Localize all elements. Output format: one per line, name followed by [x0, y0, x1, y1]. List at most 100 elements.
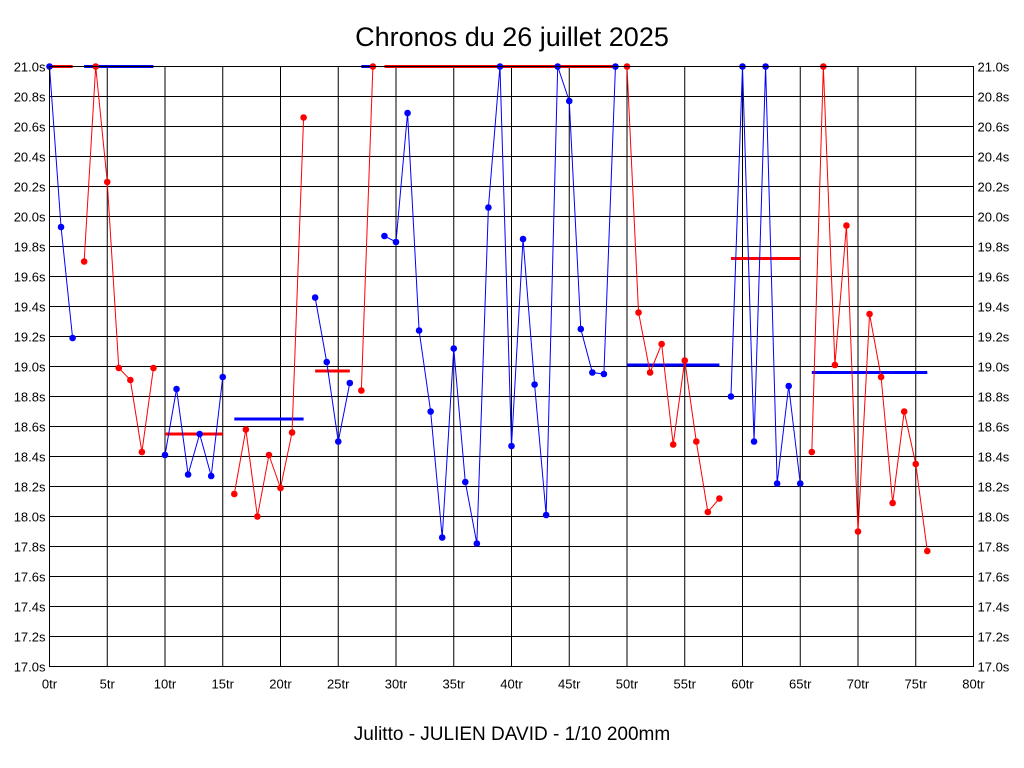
data-point: [438, 534, 446, 541]
data-point: [427, 408, 434, 415]
y-tick-label-right: 17.2s: [978, 630, 1010, 645]
y-tick-label: 17.4s: [14, 600, 46, 615]
y-tick-label-right: 18.6s: [978, 420, 1010, 435]
y-tick-label: 17.6s: [14, 570, 46, 585]
data-point: [103, 178, 111, 186]
data-point: [785, 382, 792, 390]
plot-frame: [49, 66, 974, 667]
data-point: [577, 325, 585, 333]
x-tick-label: 40tr: [500, 677, 523, 692]
data-point: [750, 438, 758, 445]
data-point: [773, 480, 781, 487]
data-point: [531, 381, 538, 388]
y-tick-label-right: 21.0s: [978, 60, 1010, 75]
data-point: [600, 370, 608, 378]
y-tick-label: 18.6s: [14, 420, 46, 435]
data-point: [358, 387, 365, 394]
data-point: [288, 429, 296, 436]
data-point: [565, 97, 573, 105]
y-tick-label-right: 19.6s: [978, 270, 1010, 285]
data-point: [866, 310, 873, 318]
y-tick-label: 17.8s: [14, 540, 46, 555]
x-tick-label: 5tr: [100, 677, 116, 692]
chart-title: Chronos du 26 juillet 2025: [355, 22, 669, 52]
x-tick-label: 80tr: [962, 677, 985, 692]
y-tick-label: 18.8s: [14, 390, 46, 405]
x-tick-label: 65tr: [789, 677, 812, 692]
y-tick-label-right: 17.4s: [978, 600, 1010, 615]
data-points: [46, 63, 931, 555]
data-point: [669, 441, 677, 448]
x-tick-label: 75tr: [905, 677, 928, 692]
data-point: [485, 204, 492, 211]
y-tick-label-right: 18.2s: [978, 480, 1010, 495]
x-axis-labels: 0tr 5tr 10tr 15tr 20tr 25tr 30tr 35tr 40tr 45tr 50…: [42, 677, 985, 692]
data-point: [127, 376, 134, 384]
series-line-seg5: [314, 297, 351, 442]
data-point: [796, 480, 804, 487]
data-point: [392, 238, 400, 246]
y-tick-label-right: 19.2s: [978, 330, 1010, 345]
y-axis-right-labels: 17.0s 17.2s 17.4s 17.6s 17.8s 18.0s 18.2s 18.4s…: [978, 60, 1010, 675]
data-point: [716, 495, 723, 502]
y-tick-label: 19.8s: [14, 240, 46, 255]
data-point: [519, 235, 527, 243]
y-tick-label-right: 20.6s: [978, 120, 1010, 135]
data-point: [646, 369, 654, 376]
x-tick-label: 55tr: [674, 677, 697, 692]
y-tick-label: 19.2s: [14, 330, 46, 345]
data-point: [900, 408, 908, 415]
y-tick-label-right: 17.6s: [978, 570, 1010, 585]
y-tick-label-right: 19.0s: [978, 360, 1010, 375]
y-tick-label-right: 20.0s: [978, 210, 1010, 225]
data-point: [173, 385, 180, 393]
data-point: [69, 334, 76, 342]
x-tick-label: 60tr: [731, 677, 754, 692]
y-tick-label: 20.6s: [14, 120, 46, 135]
x-tick-label: 20tr: [269, 677, 292, 692]
data-point: [924, 547, 931, 555]
series-line-seg3: [164, 376, 224, 477]
y-tick-label: 20.2s: [14, 180, 46, 195]
data-point: [854, 528, 862, 535]
y-axis-left-labels: 17.0s 17.2s 17.4s 17.6s 17.8s 18.0s 18.2s 18.4s…: [14, 60, 46, 675]
data-point: [300, 114, 307, 121]
y-tick-label: 18.0s: [14, 510, 46, 525]
x-tick-label: 70tr: [847, 677, 870, 692]
series-line-seg6: [360, 66, 374, 391]
data-point: [184, 471, 192, 478]
data-point: [693, 438, 700, 445]
data-point: [381, 232, 388, 240]
data-point: [265, 451, 273, 459]
y-tick-label: 20.8s: [14, 90, 46, 105]
y-tick-label-right: 18.8s: [978, 390, 1010, 405]
x-tick-label: 10tr: [154, 677, 177, 692]
data-point: [808, 448, 816, 456]
x-tick-label: 50tr: [616, 677, 639, 692]
x-tick-label: 0tr: [42, 677, 58, 692]
x-tick-label: 45tr: [558, 677, 581, 692]
x-tick-label: 30tr: [385, 677, 408, 692]
y-tick-label-right: 19.8s: [978, 240, 1010, 255]
data-point: [450, 345, 458, 352]
y-tick-label: 17.0s: [14, 660, 46, 675]
x-tick-label: 35tr: [443, 677, 466, 692]
data-point: [231, 490, 238, 498]
y-tick-label-right: 18.4s: [978, 450, 1010, 465]
y-tick-label-right: 17.8s: [978, 540, 1010, 555]
y-tick-label: 20.4s: [14, 150, 46, 165]
grid: [49, 66, 974, 667]
data-point: [404, 109, 411, 117]
data-point: [323, 358, 331, 366]
data-point: [843, 222, 850, 229]
data-point: [277, 484, 284, 492]
x-tick-label: 25tr: [327, 677, 350, 692]
data-point: [704, 508, 712, 516]
y-tick-label-right: 20.4s: [978, 150, 1010, 165]
y-tick-label: 19.4s: [14, 300, 46, 315]
y-tick-label: 21.0s: [14, 60, 46, 75]
data-point: [681, 357, 689, 364]
data-point: [161, 451, 169, 459]
data-point: [912, 460, 920, 468]
